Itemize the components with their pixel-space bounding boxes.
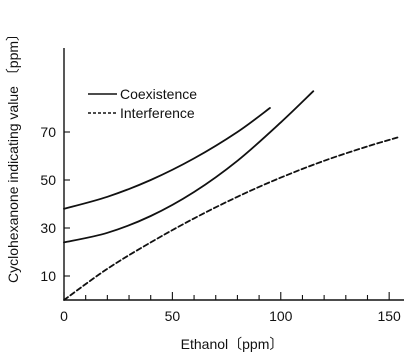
coexistence-lower-series-line xyxy=(63,90,315,244)
x-axis-title: Ethanol〔ppm〕 xyxy=(181,336,284,352)
legend-label: Coexistence xyxy=(120,86,197,102)
x-tick-label: 150 xyxy=(377,308,401,324)
y-tick-label: 50 xyxy=(40,172,56,188)
y-tick-label: 70 xyxy=(40,124,56,140)
coexistence-series-line xyxy=(63,107,271,210)
axes-layer: 0 50 100 150 10 30 50 70 xyxy=(40,48,404,324)
y-tick-label: 10 xyxy=(40,268,56,284)
x-tick-label: 100 xyxy=(269,308,293,324)
interference-series-line xyxy=(63,135,401,301)
legend-label: Interference xyxy=(120,105,195,121)
y-tick-label: 30 xyxy=(40,220,56,236)
x-tick-label: 0 xyxy=(60,308,68,324)
y-axis-title: Cyclohexanone indicating value 〔ppm〕 xyxy=(5,27,21,283)
legend: Coexistence Interference xyxy=(88,86,197,121)
series-layer xyxy=(63,90,401,301)
x-tick-label: 50 xyxy=(165,308,181,324)
